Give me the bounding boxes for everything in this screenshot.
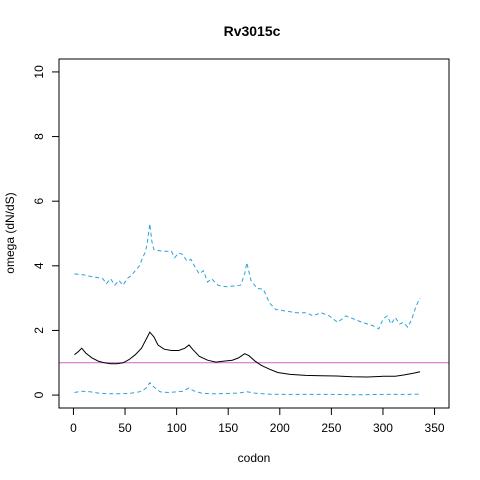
- y-tick-label-0: 0: [32, 391, 46, 398]
- y-tick-label-8: 8: [32, 133, 46, 140]
- x-tick-label-100: 100: [167, 421, 187, 435]
- plot-area: [59, 223, 449, 396]
- x-tick-label-0: 0: [70, 421, 77, 435]
- y-axis: 0 2 4 6 8 10: [32, 65, 60, 398]
- y-tick-label-2: 2: [32, 327, 46, 334]
- series-estimate-line: [74, 331, 421, 378]
- x-axis-label: codon: [238, 451, 271, 465]
- x-tick-label-200: 200: [270, 421, 290, 435]
- y-tick-label-10: 10: [32, 65, 46, 79]
- y-tick-label-4: 4: [32, 262, 46, 269]
- chart-title: Rv3015c: [224, 23, 281, 39]
- x-tick-label-250: 250: [321, 421, 341, 435]
- x-tick-label-350: 350: [425, 421, 445, 435]
- x-tick-label-300: 300: [373, 421, 393, 435]
- y-axis-label: omega (dN/dS): [3, 192, 17, 273]
- series-upper-line: [74, 223, 421, 330]
- x-tick-label-50: 50: [118, 421, 132, 435]
- plot-frame: [58, 58, 450, 409]
- series-lower-line: [74, 382, 421, 396]
- x-tick-label-150: 150: [218, 421, 238, 435]
- y-tick-label-6: 6: [32, 198, 46, 205]
- x-axis: 0 50 100 150 200 250 300 350: [70, 407, 445, 435]
